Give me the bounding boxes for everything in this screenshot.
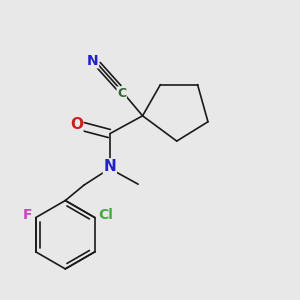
Text: N: N (103, 159, 116, 174)
Text: O: O (70, 117, 83, 132)
Text: Cl: Cl (99, 208, 114, 222)
Text: F: F (22, 208, 32, 222)
Text: N: N (87, 54, 98, 68)
Text: C: C (117, 87, 126, 100)
